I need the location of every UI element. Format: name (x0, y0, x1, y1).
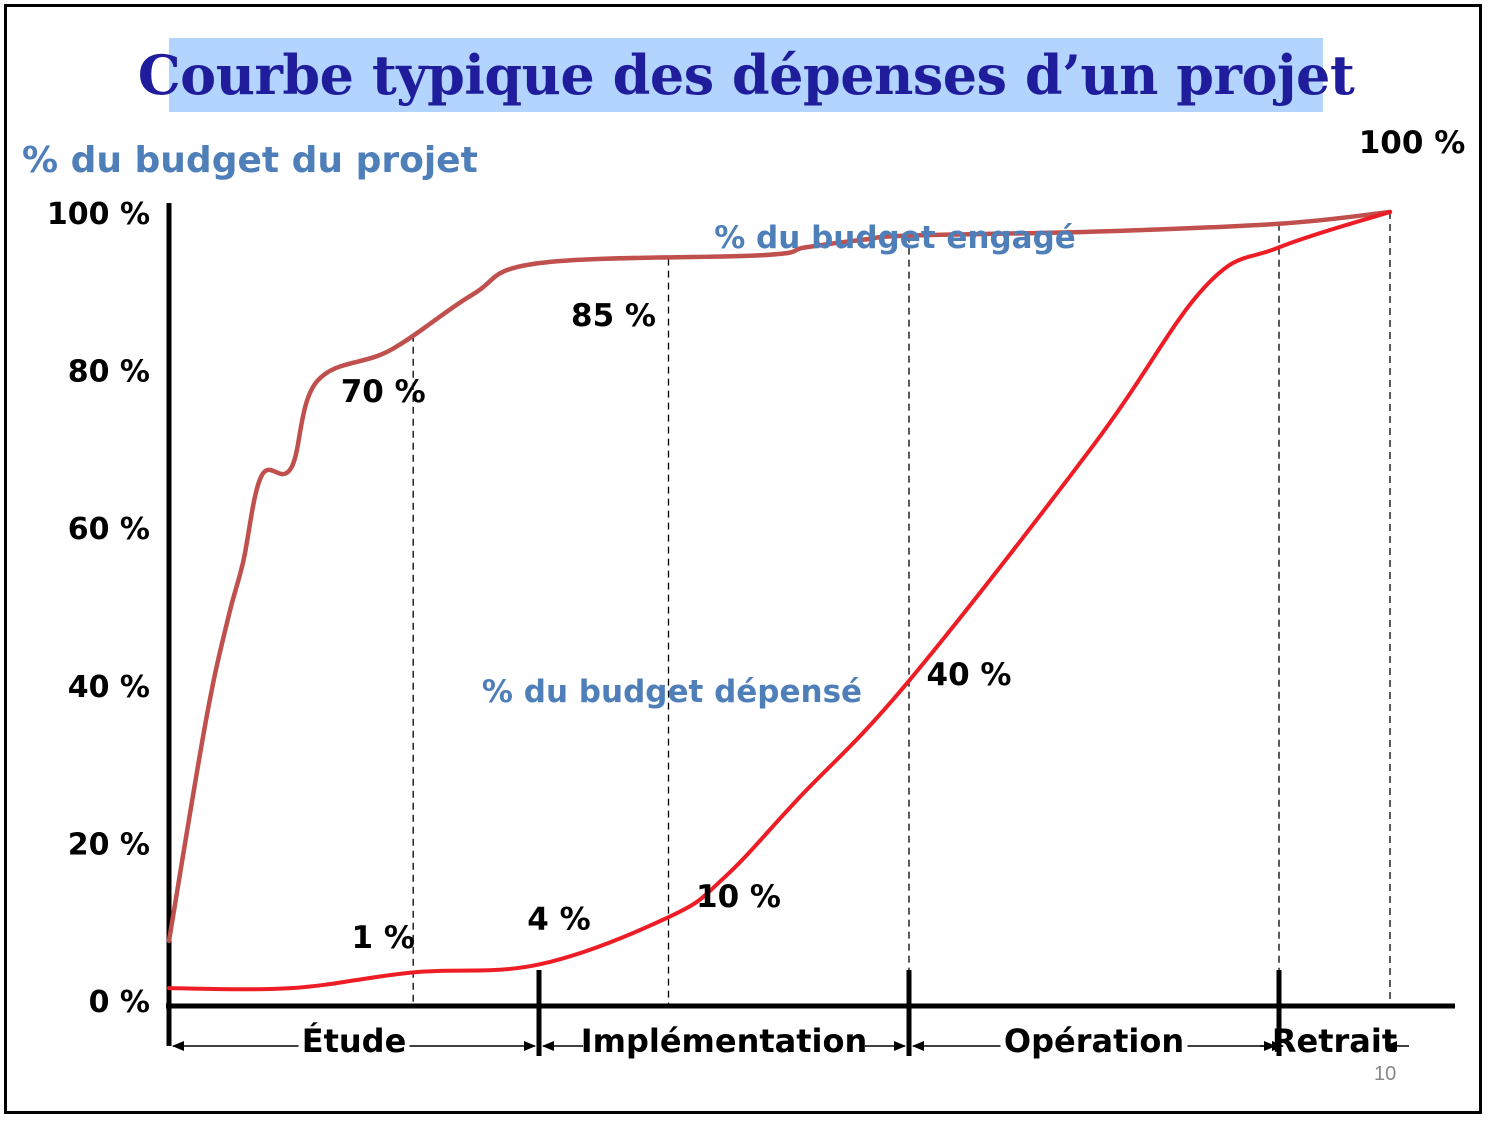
data-label: 70 % (341, 374, 426, 410)
y-tick-label: 40 % (68, 670, 150, 705)
data-label: 40 % (927, 657, 1012, 693)
phase-span: Opération (912, 1022, 1276, 1060)
phase-label: Opération (1004, 1022, 1184, 1060)
data-label: 4 % (527, 901, 590, 937)
data-label: 100 % (1359, 125, 1466, 161)
series-line-spent (167, 209, 1392, 992)
phase-label: Implémentation (581, 1022, 868, 1060)
title-banner: Courbe typique des dépenses d’un projet (138, 38, 1355, 112)
data-label: 10 % (696, 879, 781, 915)
phase-span: Implémentation (542, 1022, 906, 1060)
y-tick-label: 80 % (68, 355, 150, 390)
phase-label: Étude (302, 1022, 407, 1060)
chart-title: Courbe typique des dépenses d’un projet (137, 43, 1355, 107)
slide-frame (4, 4, 1482, 1114)
series-label-spent: % du budget dépensé (482, 674, 862, 710)
y-tick-label: 100 % (47, 197, 150, 232)
data-label: 85 % (571, 298, 656, 334)
phase-label: Retrait (1272, 1022, 1397, 1060)
y-tick-label: 20 % (68, 827, 150, 862)
page-number: 10 (1374, 1063, 1397, 1085)
y-tick-label: 60 % (68, 512, 150, 547)
y-axis-label: % du budget du projet (22, 140, 478, 181)
series-line-engaged (166, 209, 1393, 944)
phase-span: Étude (172, 1022, 536, 1060)
series-label-engaged: % du budget engagé (714, 220, 1076, 256)
data-label: 1 % (351, 920, 414, 956)
y-tick-label: 0 % (89, 985, 150, 1020)
phase-span: Retrait (1260, 1022, 1409, 1060)
